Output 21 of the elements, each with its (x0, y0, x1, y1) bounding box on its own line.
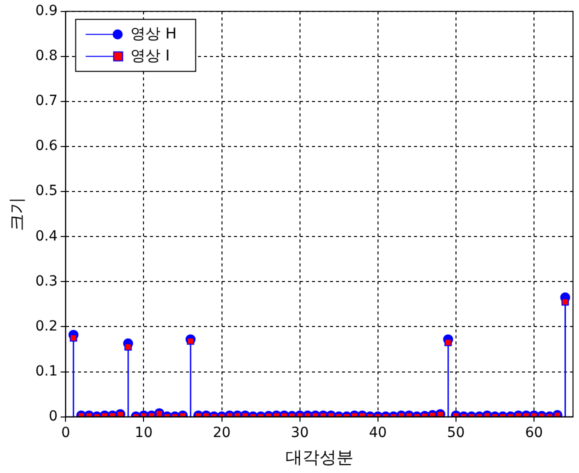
legend-label: 영상 I (130, 46, 170, 64)
x-axis-title: 대각성분 (285, 448, 354, 468)
y-tick-label: 0.3 (35, 273, 58, 290)
y-tick-label: 0.9 (35, 3, 58, 20)
x-tick-label: 50 (447, 424, 465, 441)
y-tick-label: 0.4 (35, 228, 58, 244)
legend-label: 영상 H (130, 24, 177, 42)
y-tick-label: 0.8 (35, 48, 58, 64)
x-tick-label: 10 (134, 424, 153, 441)
y-axis-title: 크기 (8, 197, 28, 232)
y-tick-label: 0.1 (35, 363, 58, 380)
x-tick-label: 40 (368, 424, 387, 441)
y-tick-label: 0.7 (35, 93, 58, 110)
y-tick-label: 0.6 (35, 138, 58, 154)
y-tick-label: 0.5 (35, 183, 58, 200)
x-tick-label: 30 (290, 424, 309, 441)
x-tick-label: 60 (525, 424, 543, 441)
x-tick-label: 0 (61, 424, 70, 441)
x-tick-label: 20 (212, 424, 231, 441)
y-tick-label: 0 (48, 408, 58, 424)
y-tick-label: 0.2 (35, 318, 58, 334)
